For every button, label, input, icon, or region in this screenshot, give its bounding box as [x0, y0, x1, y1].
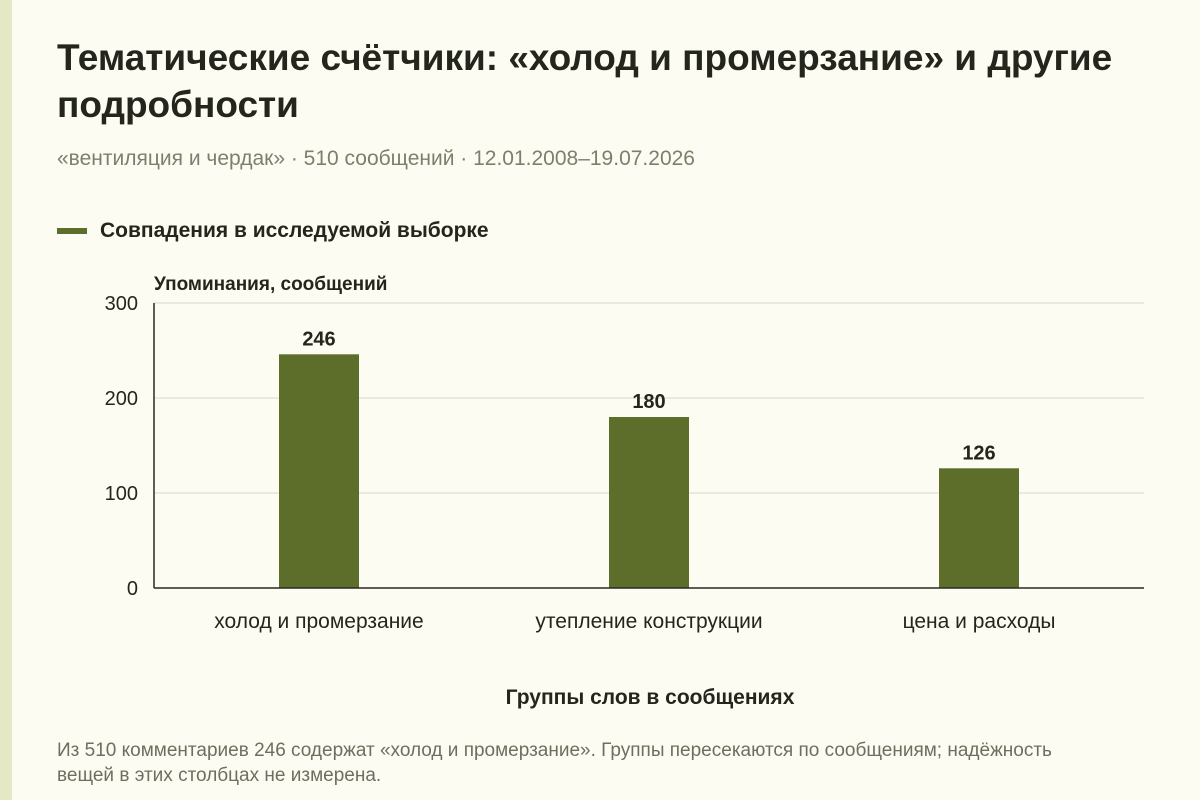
bar: [279, 354, 359, 588]
legend-swatch: [57, 228, 87, 234]
legend-label: Совпадения в исследуемой выборке: [100, 219, 489, 242]
x-tick-label: холод и промерзание: [214, 610, 423, 633]
y-tick-label: 300: [105, 293, 138, 315]
bar-value-label: 126: [962, 442, 995, 464]
accent-strip: [0, 0, 12, 800]
legend: Совпадения в исследуемой выборке: [57, 219, 489, 243]
x-tick-label: цена и расходы: [903, 610, 1056, 633]
footnote: Из 510 комментариев 246 содержат «холод …: [57, 740, 1052, 786]
y-axis-title: Упоминания, сообщений: [154, 274, 388, 295]
y-tick-label: 100: [105, 483, 138, 505]
x-tick-label: утепление конструкции: [535, 610, 762, 633]
x-axis-title-wrap: Группы слов в сообщениях: [0, 686, 1200, 710]
bar-value-label: 180: [632, 391, 665, 413]
x-axis-title: Группы слов в сообщениях: [505, 686, 795, 709]
page-title: Тематические счётчики: «холод и промерза…: [57, 37, 1113, 125]
bar-value-label: 246: [302, 328, 335, 350]
bar: [939, 468, 1019, 588]
y-tick-label: 200: [105, 388, 138, 410]
y-tick-label: 0: [127, 578, 138, 600]
bar: [609, 417, 689, 588]
page-subtitle: «вентиляция и чердак» · 510 сообщений · …: [57, 147, 695, 170]
